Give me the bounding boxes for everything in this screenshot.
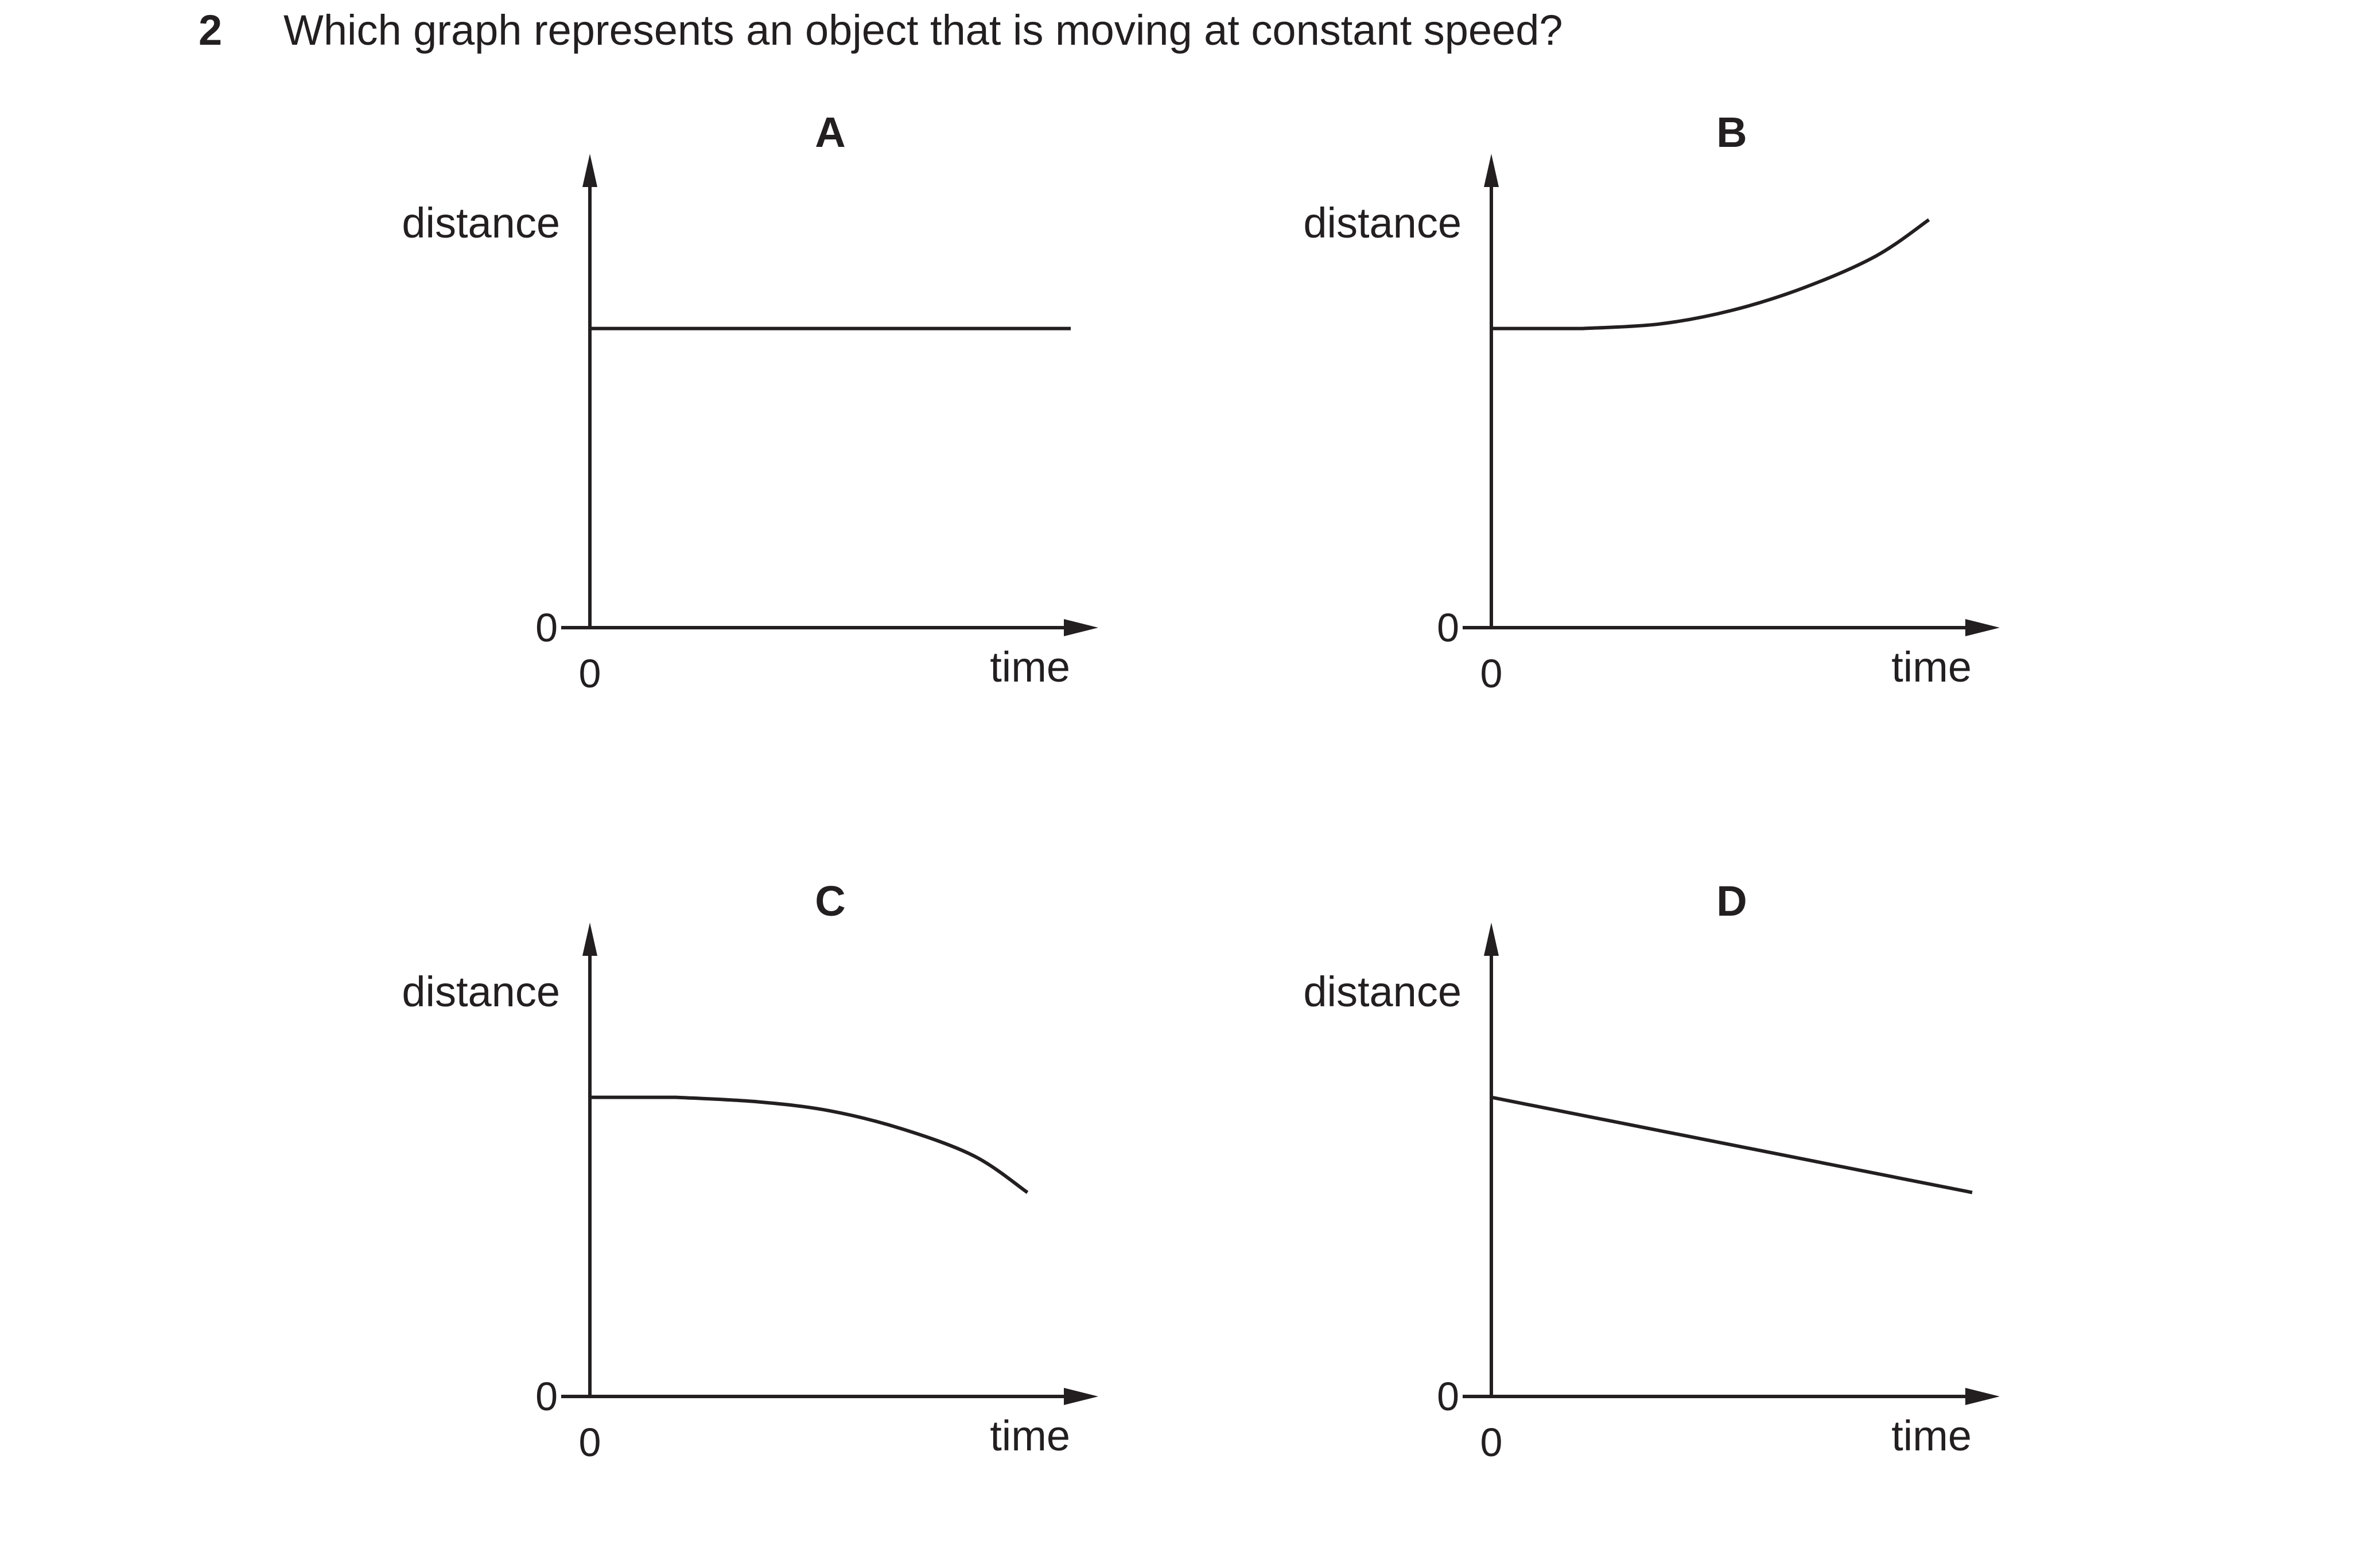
x-axis-arrowhead xyxy=(1064,619,1098,636)
graph-c-label: C xyxy=(815,877,845,925)
question-text: Which graph represents an object that is… xyxy=(283,6,1563,54)
y-axis-arrowhead xyxy=(582,923,597,956)
x-tick-label: 0 xyxy=(579,651,601,696)
graph-d-label: D xyxy=(1716,877,1747,925)
x-axis-label: time xyxy=(1891,1412,1972,1460)
x-axis-arrowhead xyxy=(1965,1388,2000,1405)
graph-b-label: B xyxy=(1716,108,1747,156)
x-axis-arrowhead xyxy=(1965,619,2000,636)
x-tick-label: 0 xyxy=(1480,1420,1503,1465)
y-axis-label: distance xyxy=(1303,199,1462,247)
y-axis-label: distance xyxy=(402,968,560,1015)
y-axis-label: distance xyxy=(1303,968,1462,1015)
y-axis-arrowhead xyxy=(1484,923,1499,956)
question-number: 2 xyxy=(199,6,223,54)
x-axis-label: time xyxy=(990,1412,1070,1460)
y-tick-label: 0 xyxy=(535,605,558,650)
x-axis-arrowhead xyxy=(1064,1388,1098,1405)
y-tick-label: 0 xyxy=(535,1374,558,1419)
x-tick-label: 0 xyxy=(1480,651,1503,696)
x-axis-label: time xyxy=(990,643,1070,691)
y-axis-arrowhead xyxy=(582,154,597,187)
y-axis-label: distance xyxy=(402,199,560,247)
graph-a-label: A xyxy=(815,108,845,156)
x-axis-label: time xyxy=(1891,643,1972,691)
y-tick-label: 0 xyxy=(1437,1374,1459,1419)
series-line xyxy=(1491,1095,1973,1195)
series-line xyxy=(1491,218,1930,330)
y-axis-arrowhead xyxy=(1484,154,1499,187)
y-tick-label: 0 xyxy=(1437,605,1459,650)
x-tick-label: 0 xyxy=(579,1420,601,1465)
series-line xyxy=(590,1095,1029,1194)
